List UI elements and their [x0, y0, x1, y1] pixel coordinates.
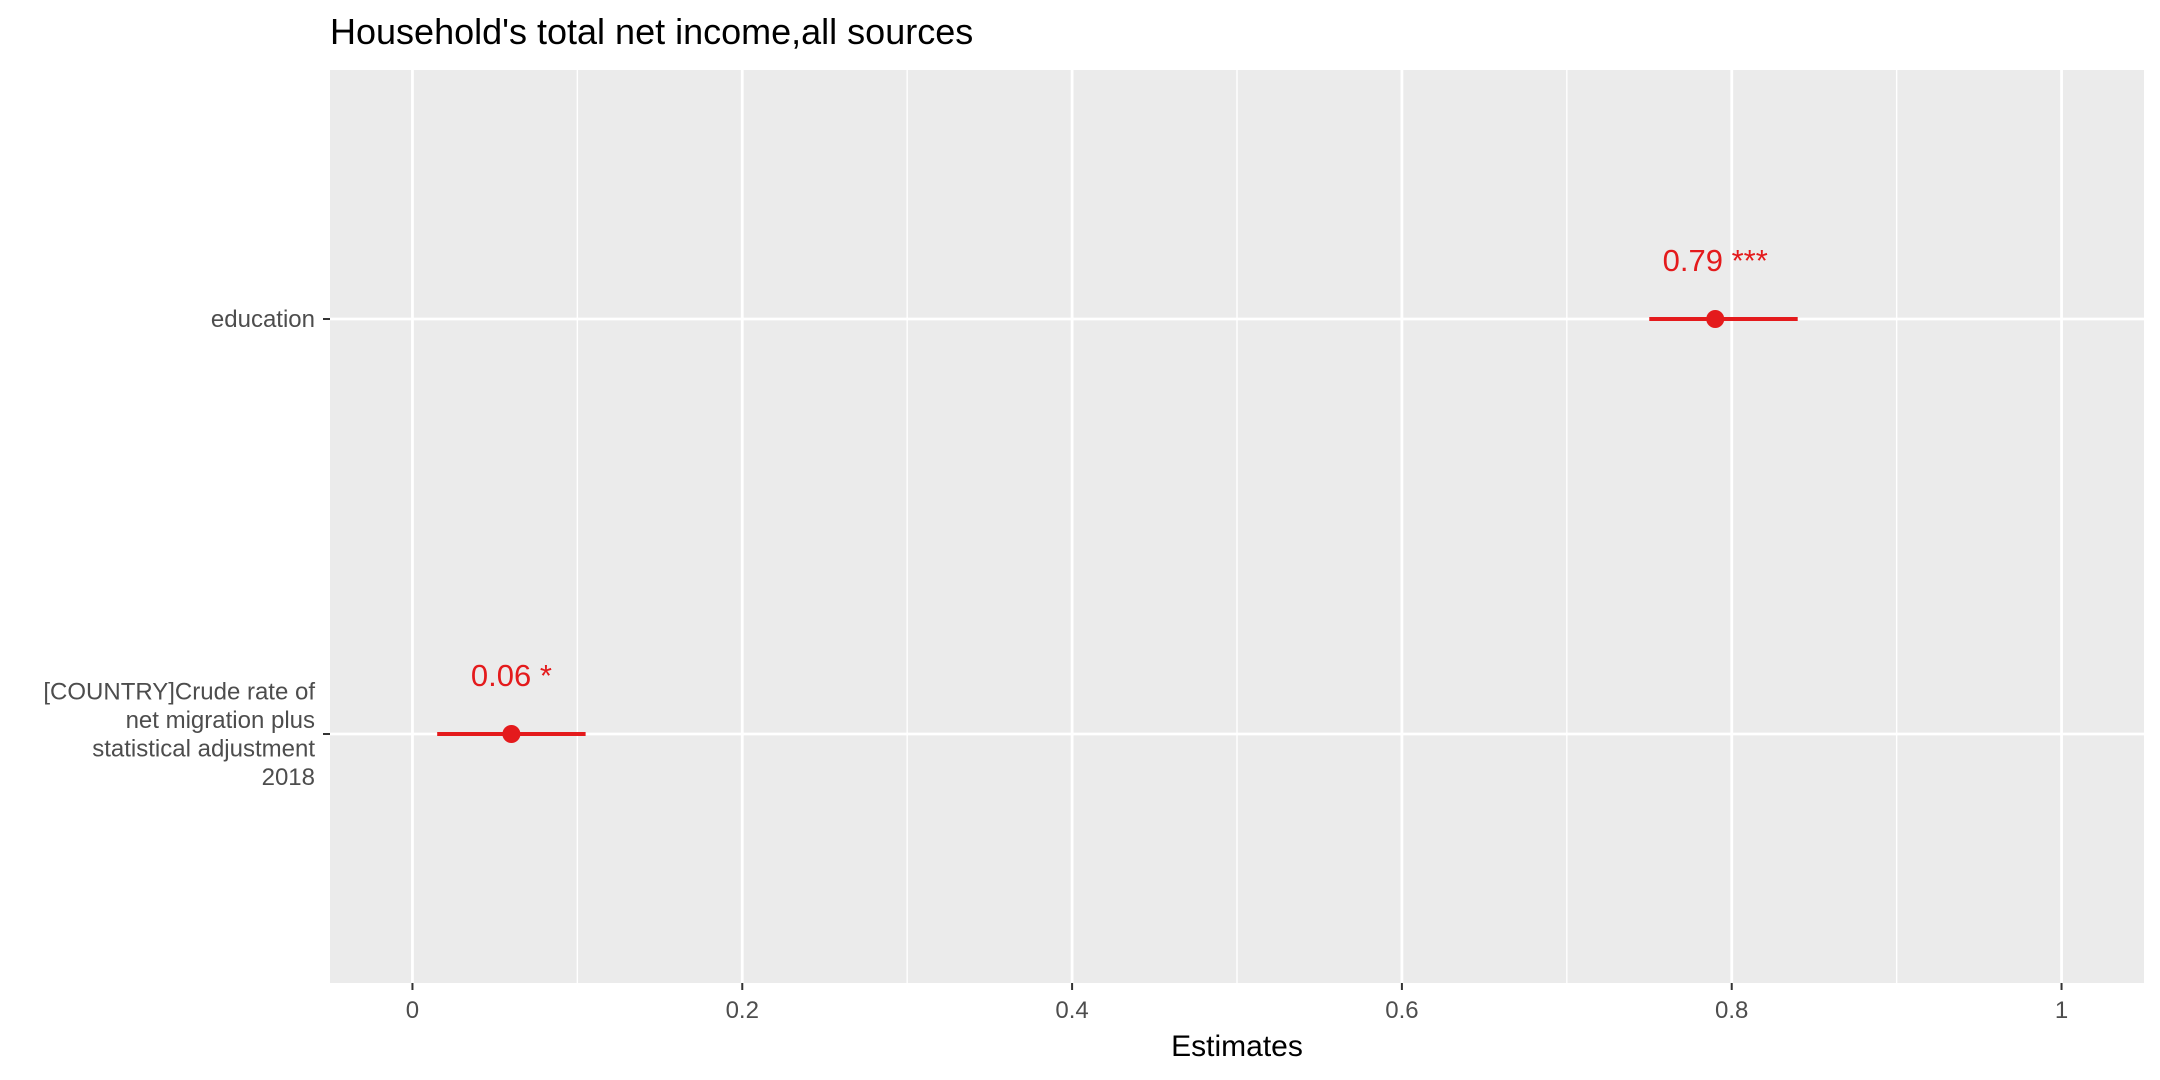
minor-gridlines	[576, 70, 1898, 983]
x-tick-label: 0	[406, 997, 419, 1024]
x-tick-label: 0.4	[1055, 997, 1088, 1024]
chart-title: Household's total net income,all sources	[330, 11, 973, 52]
y-category-label: education	[211, 306, 315, 333]
x-tick-label: 0.2	[726, 997, 759, 1024]
x-axis-title: Estimates	[1171, 1030, 1303, 1063]
x-tick-label: 0.6	[1385, 997, 1418, 1024]
estimate-point	[502, 725, 521, 743]
y-category-label: net migration plus	[126, 707, 315, 734]
x-tick-label: 0.8	[1715, 997, 1748, 1024]
y-category-label: [COUNTRY]Crude rate of	[43, 678, 315, 705]
estimate-marks: 0.79 *** 0.06 *	[437, 243, 1798, 743]
estimate-label: 0.06 *	[471, 658, 552, 693]
x-tick-label: 1	[2055, 997, 2068, 1024]
y-category-label: 2018	[262, 764, 315, 791]
y-category-label: statistical adjustment	[92, 735, 315, 762]
estimate-point	[1706, 310, 1725, 328]
estimate-label: 0.79 ***	[1663, 243, 1768, 278]
x-axis: 0 0.2 0.4 0.6 0.8 1	[406, 983, 2068, 1024]
major-gridlines	[330, 70, 2144, 983]
